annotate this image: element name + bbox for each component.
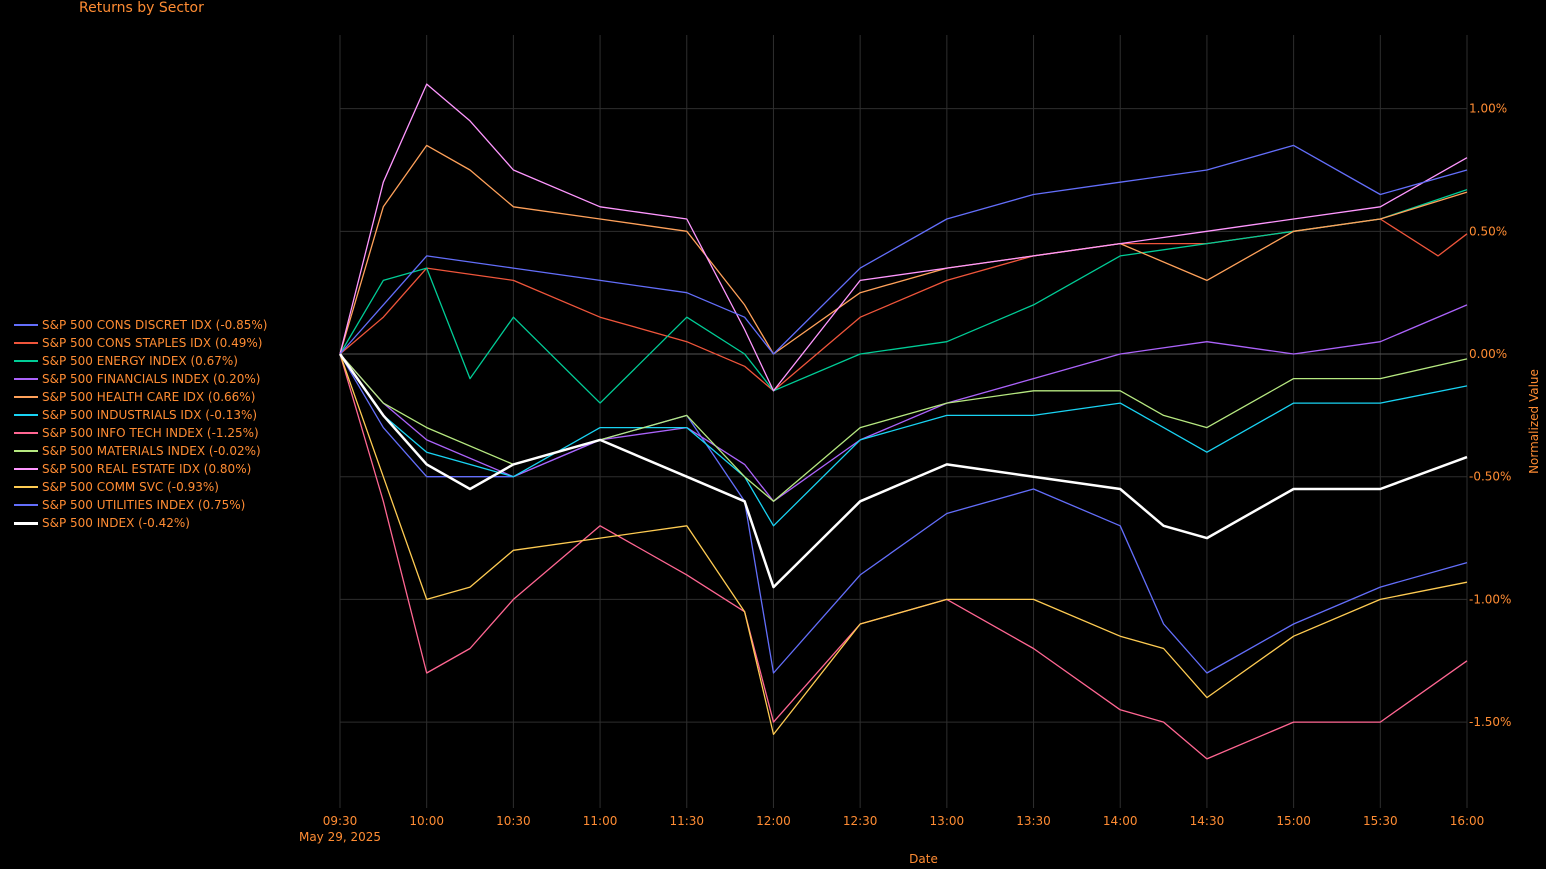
legend-label: S&P 500 INDEX (-0.42%) <box>42 516 190 530</box>
series-line-1 <box>339 218 1468 392</box>
x-tick-label: 09:30 <box>323 814 358 828</box>
legend-label: S&P 500 INDUSTRIALS IDX (-0.13%) <box>42 408 258 422</box>
x-tick-label: 10:00 <box>409 814 444 828</box>
legend-swatch <box>14 342 38 344</box>
legend-item[interactable]: S&P 500 CONS DISCRET IDX (-0.85%) <box>14 316 267 334</box>
x-axis-ticks: 09:30 10:00 10:30 11:00 11:30 12:00 12:30 13:00… <box>323 814 1485 828</box>
x-tick-label: 14:00 <box>1103 814 1138 828</box>
legend-item[interactable]: S&P 500 REAL ESTATE IDX (0.80%) <box>14 460 267 478</box>
y-tick-label: -0.50% <box>1469 470 1511 484</box>
series-line-5 <box>339 353 1468 527</box>
y-axis-ticks: 1.00% 0.50% 0.00% -0.50% -1.00% -1.50% <box>1469 102 1511 729</box>
legend-swatch <box>14 450 38 452</box>
legend-item[interactable]: S&P 500 INDEX (-0.42%) <box>14 514 267 532</box>
y-tick-label: -1.50% <box>1469 715 1511 729</box>
x-axis-date-label: May 29, 2025 <box>299 830 381 844</box>
x-tick-label: 11:00 <box>583 814 618 828</box>
series-line-11 <box>338 353 1468 589</box>
series-line-7 <box>339 353 1468 502</box>
legend-label: S&P 500 REAL ESTATE IDX (0.80%) <box>42 462 252 476</box>
x-tick-label: 15:00 <box>1276 814 1311 828</box>
series-line-2 <box>339 188 1468 404</box>
x-tick-label: 15:30 <box>1363 814 1398 828</box>
legend-item[interactable]: S&P 500 ENERGY INDEX (0.67%) <box>14 352 267 370</box>
x-axis-title: Date <box>909 852 938 866</box>
y-tick-label: -1.00% <box>1469 592 1511 606</box>
y-tick-label: 0.00% <box>1469 347 1507 361</box>
legend-swatch <box>14 414 38 416</box>
y-axis-title: Normalized Value <box>1527 369 1541 474</box>
legend-item[interactable]: S&P 500 INDUSTRIALS IDX (-0.13%) <box>14 406 267 424</box>
legend-swatch <box>14 324 38 326</box>
legend-label: S&P 500 HEALTH CARE IDX (0.66%) <box>42 390 256 404</box>
series-line-6 <box>339 353 1468 760</box>
legend-swatch <box>14 486 38 488</box>
grid <box>339 35 1468 808</box>
series-line-8 <box>339 83 1468 392</box>
legend-item[interactable]: S&P 500 COMM SVC (-0.93%) <box>14 478 267 496</box>
series-line-3 <box>339 304 1468 502</box>
x-tick-label: 16:00 <box>1450 814 1485 828</box>
legend-swatch <box>14 468 38 470</box>
x-tick-label: 12:30 <box>843 814 878 828</box>
x-tick-label: 13:00 <box>930 814 965 828</box>
chart-title: Returns by Sector <box>79 0 204 16</box>
y-tick-label: 1.00% <box>1469 102 1507 116</box>
legend-item[interactable]: S&P 500 CONS STAPLES IDX (0.49%) <box>14 334 267 352</box>
legend-swatch <box>14 378 38 380</box>
x-tick-label: 13:30 <box>1016 814 1051 828</box>
legend: S&P 500 CONS DISCRET IDX (-0.85%) S&P 500… <box>14 316 267 532</box>
legend-label: S&P 500 CONS DISCRET IDX (-0.85%) <box>42 318 268 332</box>
legend-item[interactable]: S&P 500 HEALTH CARE IDX (0.66%) <box>14 388 267 406</box>
series-line-10 <box>339 144 1468 355</box>
legend-label: S&P 500 FINANCIALS INDEX (0.20%) <box>42 372 261 386</box>
legend-label: S&P 500 INFO TECH INDEX (-1.25%) <box>42 426 259 440</box>
legend-label: S&P 500 COMM SVC (-0.93%) <box>42 480 219 494</box>
legend-swatch <box>14 504 38 506</box>
x-tick-label: 14:30 <box>1190 814 1225 828</box>
legend-label: S&P 500 UTILITIES INDEX (0.75%) <box>42 498 246 512</box>
legend-swatch <box>14 521 38 525</box>
x-tick-label: 10:30 <box>496 814 531 828</box>
legend-label: S&P 500 MATERIALS INDEX (-0.02%) <box>42 444 261 458</box>
y-tick-label: 0.50% <box>1469 224 1507 238</box>
legend-item[interactable]: S&P 500 MATERIALS INDEX (-0.02%) <box>14 442 267 460</box>
x-tick-label: 11:30 <box>669 814 704 828</box>
series-lines <box>338 83 1468 760</box>
series-line-9 <box>339 353 1468 736</box>
legend-item[interactable]: S&P 500 UTILITIES INDEX (0.75%) <box>14 496 267 514</box>
legend-label: S&P 500 CONS STAPLES IDX (0.49%) <box>42 336 263 350</box>
legend-item[interactable]: S&P 500 FINANCIALS INDEX (0.20%) <box>14 370 267 388</box>
x-tick-label: 12:00 <box>756 814 791 828</box>
legend-item[interactable]: S&P 500 INFO TECH INDEX (-1.25%) <box>14 424 267 442</box>
series-line-0 <box>339 353 1468 674</box>
legend-label: S&P 500 ENERGY INDEX (0.67%) <box>42 354 238 368</box>
legend-swatch <box>14 432 38 434</box>
legend-swatch <box>14 360 38 362</box>
legend-swatch <box>14 396 38 398</box>
